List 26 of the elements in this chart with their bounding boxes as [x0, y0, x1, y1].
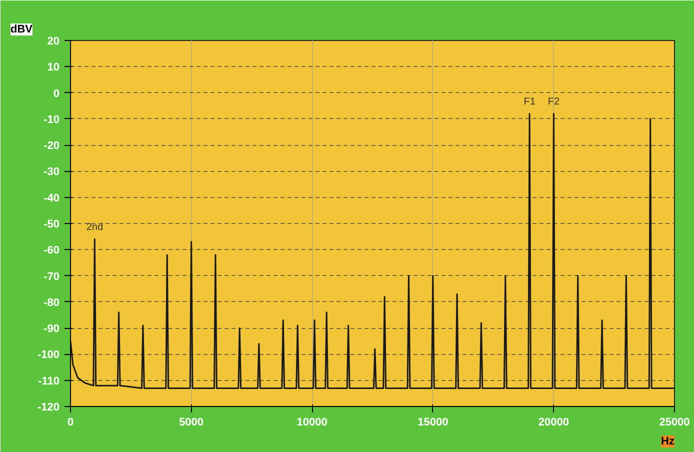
y-tick-label: -80 [44, 296, 60, 309]
x-tick-label: 0 [67, 416, 74, 428]
y-tick-label: 0 [53, 88, 60, 100]
y-tick-label: -110 [38, 375, 60, 388]
y-tick-label: -50 [44, 218, 60, 230]
annotation: F1 [524, 96, 536, 108]
x-tick-label: 15000 [418, 416, 448, 428]
y-tick-label: 20 [47, 36, 60, 48]
y-tick-label: -30 [44, 166, 60, 178]
x-tick-label: 5000 [179, 416, 204, 428]
y-tick-label: -20 [44, 140, 60, 152]
x-axis-title: Hz [661, 436, 675, 448]
y-tick-label: -120 [37, 402, 60, 414]
x-tick-label: 10000 [296, 416, 328, 428]
y-tick-label: -10 [44, 114, 60, 126]
y-tick-label: 10 [47, 62, 60, 74]
y-tick-label: -90 [44, 323, 60, 336]
y-axis-title: dBV [10, 24, 34, 36]
x-tick-label: 20000 [538, 416, 569, 428]
annotation: 2nd [86, 222, 104, 234]
y-tick-label: -40 [44, 192, 60, 204]
y-tick-label: -100 [37, 349, 60, 362]
y-tick-label: -70 [44, 270, 60, 283]
x-tick-label: 25000 [659, 416, 690, 428]
y-tick-label: -60 [44, 244, 60, 257]
annotation: F2 [548, 96, 560, 108]
